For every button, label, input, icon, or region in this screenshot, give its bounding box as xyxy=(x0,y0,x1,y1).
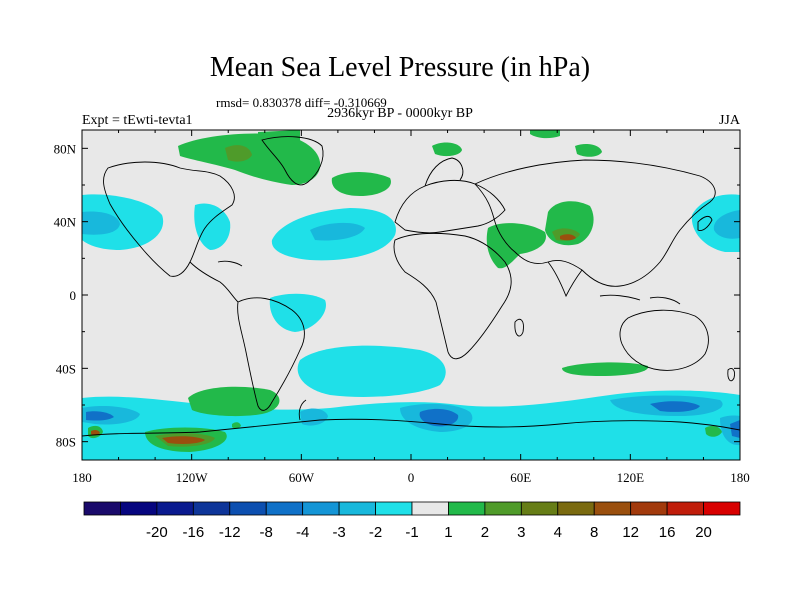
antarctic-west-positive-core xyxy=(91,429,100,436)
antarctic-peninsula-outline xyxy=(298,399,307,421)
colorbar-swatch xyxy=(338,501,376,516)
colorbar-swatch xyxy=(411,501,449,516)
north-pacific-negative-east xyxy=(82,194,164,250)
north-atlantic-negative-core xyxy=(310,222,365,241)
iceland-positive xyxy=(331,172,391,196)
colorbar-label: 16 xyxy=(659,524,676,541)
coastlines xyxy=(82,136,740,437)
x-tick-label: 180 xyxy=(730,470,750,485)
colorbar-swatch xyxy=(265,501,304,516)
antarctic-positive-core xyxy=(162,436,205,444)
greenland-positive xyxy=(178,133,321,185)
colorbar-label: -16 xyxy=(182,524,204,541)
colorbar-swatch xyxy=(83,501,121,516)
x-tick-label: 0 xyxy=(408,470,415,485)
colorbar-swatch xyxy=(520,501,559,516)
india-outline xyxy=(547,261,583,298)
north-pacific-negative-east-core xyxy=(82,211,120,235)
colorbar-label: 8 xyxy=(590,524,598,541)
colorbar-label: -3 xyxy=(332,524,345,541)
colorbar-label: -8 xyxy=(260,524,273,541)
antarctic-east-positive xyxy=(705,425,722,437)
antarctic-small-positive xyxy=(232,422,241,429)
central-america-outline xyxy=(189,261,239,303)
chart-subtitle: 2936kyr BP - 0000kyr BP xyxy=(327,106,473,121)
colorbar-label: -20 xyxy=(146,524,168,541)
colorbar-swatch xyxy=(375,501,413,516)
colorbar-label: 12 xyxy=(622,524,639,541)
colorbar-swatch xyxy=(156,501,194,516)
indian-ocean-positive xyxy=(562,362,649,376)
colorbar-label: -4 xyxy=(296,524,309,541)
cuba-outline xyxy=(217,260,243,267)
southern-ocean-negative xyxy=(82,390,740,460)
colorbar-label: -12 xyxy=(219,524,241,541)
tropical-atlantic-negative xyxy=(269,293,326,332)
southern-ocean-negative-core xyxy=(419,408,459,427)
siberia-positive xyxy=(575,144,602,157)
colorbar-label: -1 xyxy=(405,524,418,541)
season-label: JJA xyxy=(718,113,740,128)
barents-positive xyxy=(432,142,462,157)
y-tick-label: 40N xyxy=(54,215,77,230)
x-tick-label: 60W xyxy=(289,470,315,485)
arctic-strip-positive xyxy=(530,130,560,139)
colorbar-label: -2 xyxy=(369,524,382,541)
greenland-outline xyxy=(261,136,324,186)
colorbar-swatch xyxy=(666,501,704,516)
new-zealand-outline xyxy=(727,367,735,382)
colorbar-swatch xyxy=(229,501,267,516)
southern-ocean-negative-west-core xyxy=(86,411,114,421)
colorbar: -20 -16 -12 -8 -4 -3 -2 -1 1 2 3 4 8 12 16 20 xyxy=(83,501,741,541)
experiment-label: Expt = tEwti-tevta1 xyxy=(82,113,193,128)
x-tick-label: 120E xyxy=(617,470,645,485)
colorbar-swatch xyxy=(302,501,340,516)
colorbar-label: 2 xyxy=(481,524,489,541)
colorbar-swatch xyxy=(593,501,632,516)
central-asia-positive-peak xyxy=(560,234,576,241)
y-tick-label: 80S xyxy=(56,435,76,450)
south-america-outline xyxy=(237,297,305,411)
indonesia-outline xyxy=(599,294,681,305)
colorbar-label: 1 xyxy=(444,524,452,541)
colorbar-swatch xyxy=(703,501,741,516)
chart-stats: rmsd= 0.830378 diff= -0.310669 xyxy=(216,95,387,110)
japan-outline xyxy=(697,215,713,231)
y-tick-label: 0 xyxy=(70,288,77,303)
greenland-positive-core xyxy=(225,145,252,162)
x-tick-label: 60E xyxy=(510,470,531,485)
y-tick-label: 80N xyxy=(54,141,77,156)
south-pacific-positive xyxy=(188,386,280,417)
north-pacific-negative-west-core xyxy=(713,210,740,239)
map-area xyxy=(82,130,740,460)
colorbar-label: 20 xyxy=(695,524,712,541)
x-tick-label: 180 xyxy=(72,470,92,485)
madagascar-outline xyxy=(514,318,524,337)
north-america-outline xyxy=(103,161,235,277)
north-atlantic-west-negative xyxy=(194,203,231,250)
southern-ocean-negative-east-core xyxy=(650,401,700,412)
colorbar-swatch xyxy=(448,501,486,516)
negative-anomalies xyxy=(82,194,740,460)
south-atlantic-negative xyxy=(297,345,446,397)
colorbar-swatch xyxy=(484,501,522,516)
scandinavia-outline xyxy=(424,157,464,187)
africa-outline xyxy=(393,232,512,360)
colorbar-swatch xyxy=(192,501,231,516)
arabia-positive xyxy=(486,223,546,269)
x-axis: 180 120W 60W 0 60E 120E 180 xyxy=(72,130,750,485)
y-axis: 80N 40N 0 40S 80S xyxy=(54,141,740,450)
antarctica-outline xyxy=(82,418,740,437)
x-tick-label: 120W xyxy=(176,470,209,485)
y-tick-label: 40S xyxy=(56,361,76,376)
australia-outline xyxy=(619,309,709,371)
colorbar-label: 4 xyxy=(554,524,562,541)
colorbar-label: 3 xyxy=(517,524,525,541)
colorbar-swatch xyxy=(630,501,668,516)
colorbar-swatch xyxy=(557,501,595,516)
chart-title: Mean Sea Level Pressure (in hPa) xyxy=(209,52,591,83)
asia-outline xyxy=(474,159,716,287)
colorbar-swatch xyxy=(120,501,158,516)
